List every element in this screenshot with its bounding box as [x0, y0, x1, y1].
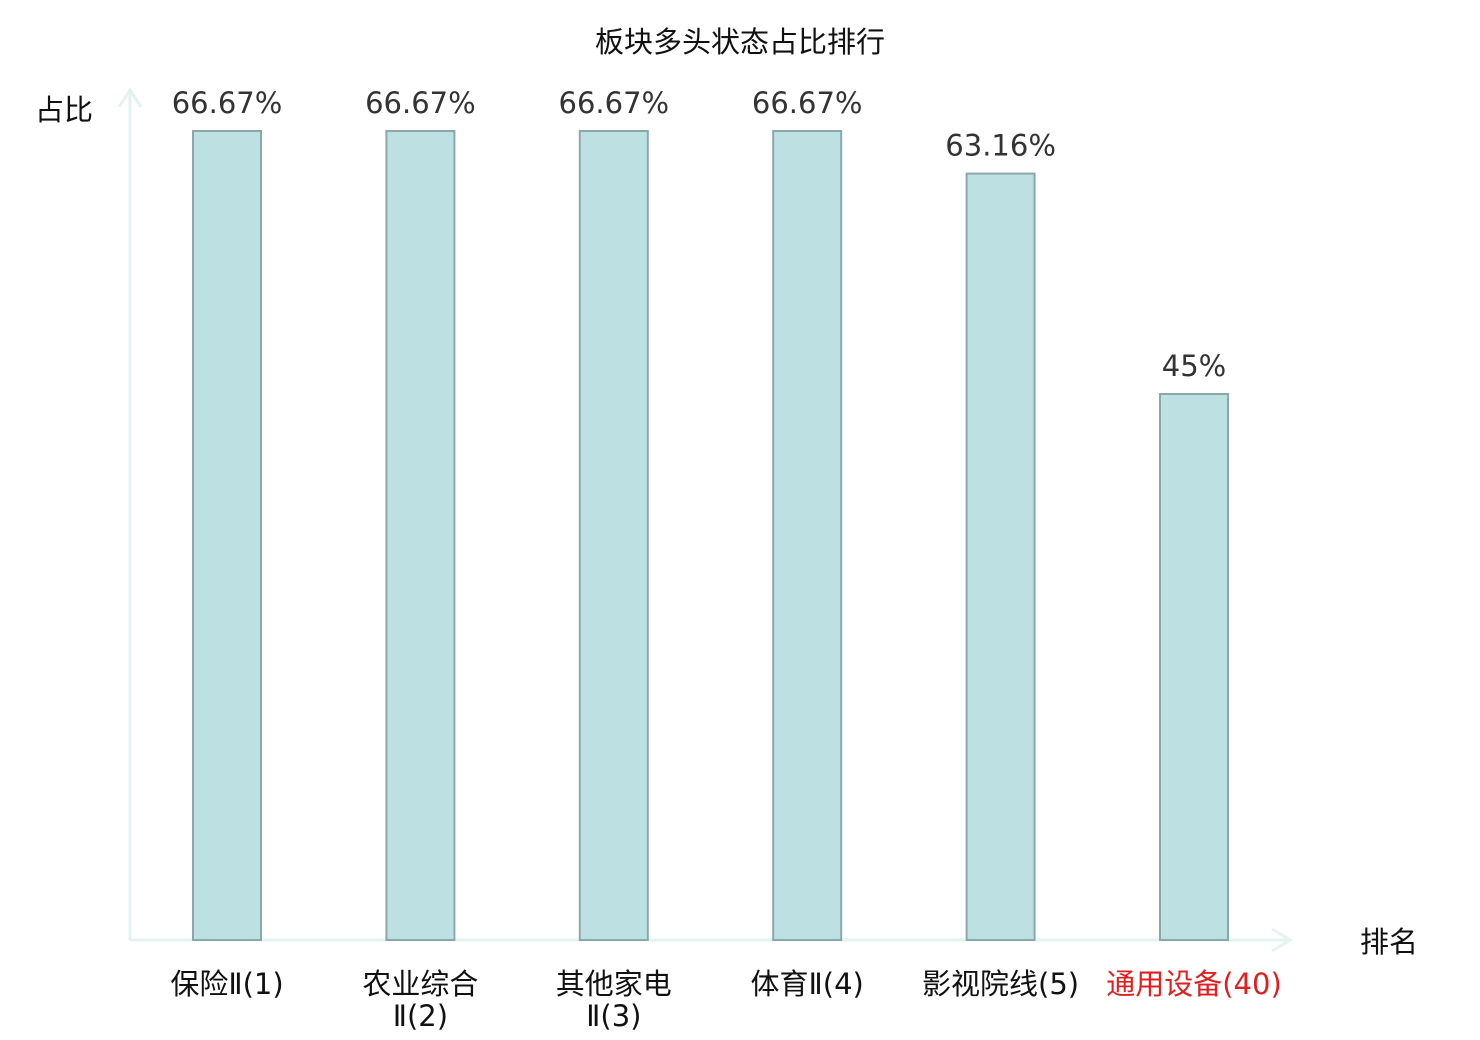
value-label-2: 66.67% — [365, 86, 476, 120]
x-axis-label: 排名 — [1360, 925, 1418, 959]
bar-4 — [772, 130, 843, 941]
chart-title: 板块多头状态占比排行 — [595, 25, 885, 59]
x-axis-arrow — [1271, 927, 1293, 953]
category-label-3-line-1: 其他家电 — [556, 967, 672, 1001]
bar-1 — [192, 130, 262, 941]
bar-5 — [965, 172, 1036, 942]
value-label-5: 63.16% — [945, 129, 1056, 163]
category-label-2-line-1: 农业综合 — [362, 967, 478, 1001]
value-labels: 66.67% 66.67% 66.67% 66.67% 63.16% 45% — [172, 86, 1227, 383]
bars — [192, 130, 1229, 942]
category-label-4: 体育Ⅱ(4) — [751, 967, 864, 1001]
category-label-6: 通用设备(40) — [1106, 967, 1282, 1001]
category-label-3-line-2: Ⅱ(3) — [586, 999, 641, 1033]
value-label-4: 66.67% — [752, 86, 863, 120]
category-label-2-line-2: Ⅱ(2) — [393, 999, 448, 1033]
value-label-3: 66.67% — [559, 86, 670, 120]
category-label-1: 保险Ⅱ(1) — [170, 967, 283, 1001]
y-axis-label: 占比 — [35, 93, 93, 127]
bar-2 — [385, 130, 456, 941]
bar-3 — [578, 130, 649, 941]
y-axis-arrow — [117, 87, 143, 108]
value-label-1: 66.67% — [172, 86, 283, 120]
bar-6 — [1159, 393, 1229, 941]
value-label-6: 45% — [1162, 349, 1226, 383]
axes — [117, 87, 1293, 953]
category-label-5: 影视院线(5) — [922, 967, 1079, 1001]
